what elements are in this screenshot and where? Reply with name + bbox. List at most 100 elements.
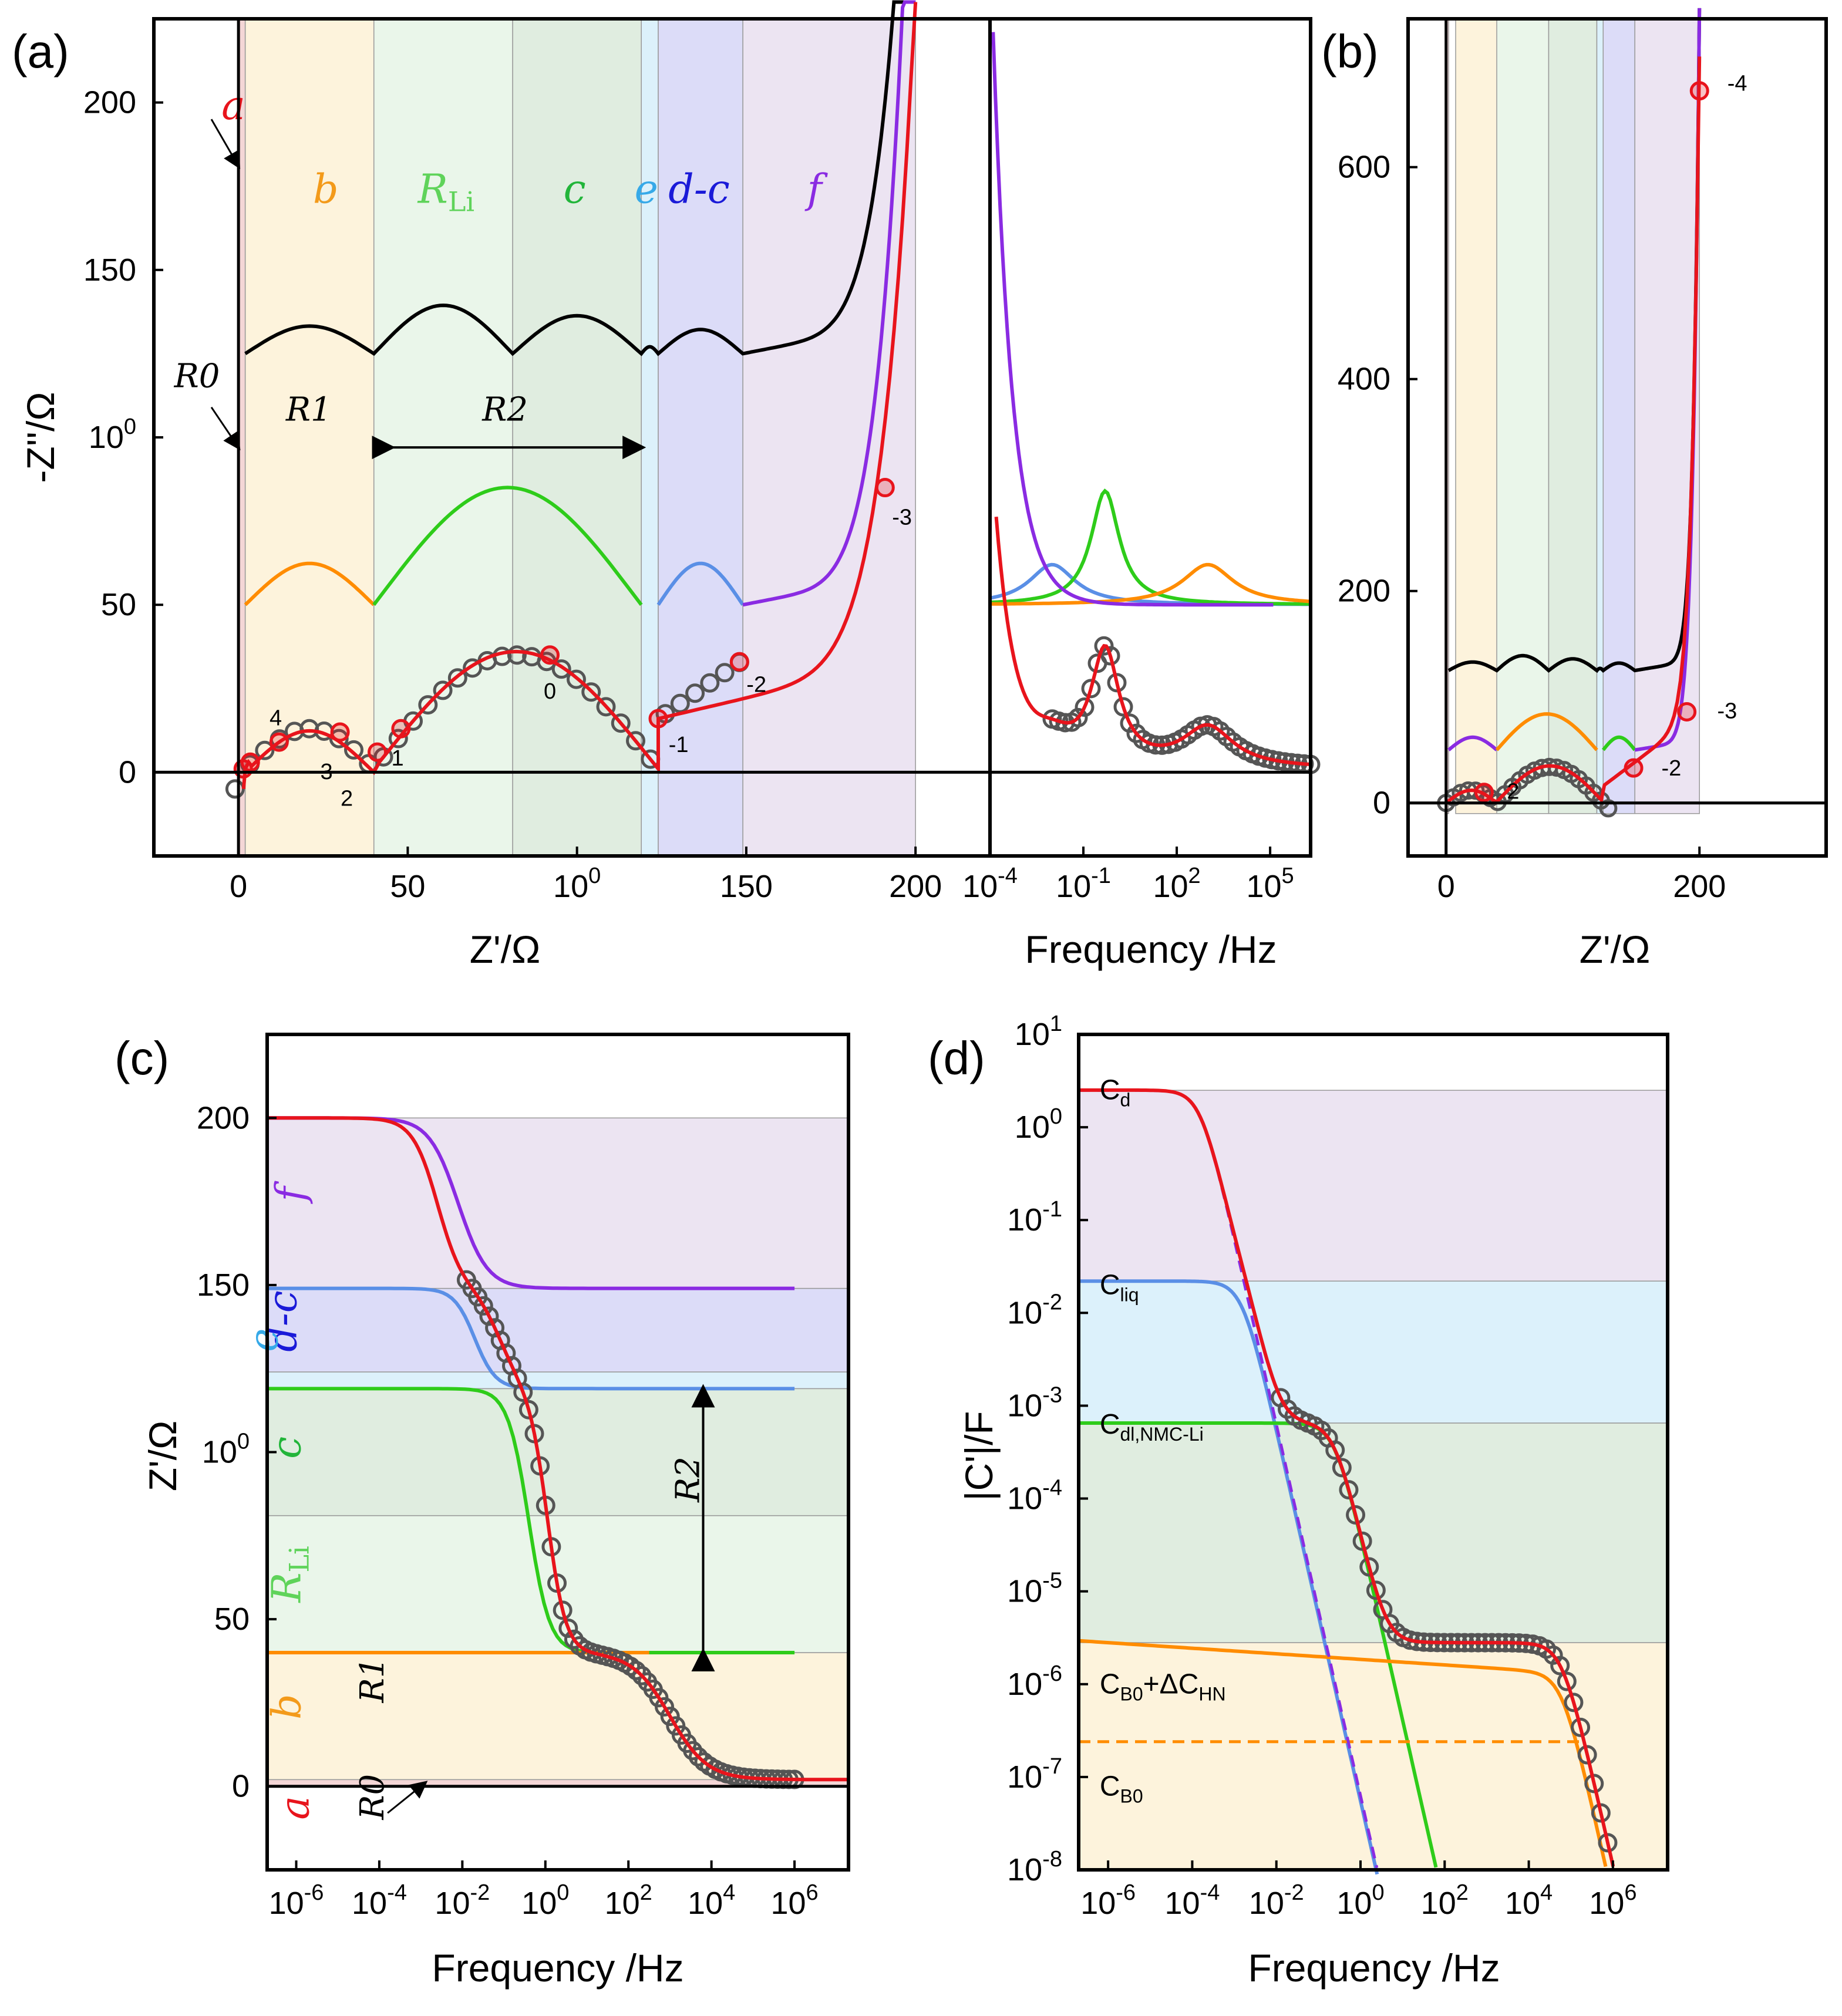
- panel-d-x-axis-label: Frequency /Hz: [1248, 1946, 1500, 1990]
- d-y-tick-label-base: 10: [1007, 1759, 1042, 1795]
- d-y-tick-label-base: 10: [1007, 1574, 1042, 1609]
- c-region-label-rli-main: R: [264, 1572, 311, 1603]
- c-x-tick-label-exp: -4: [387, 1880, 407, 1905]
- panel-b-x-axis-label: Z'/Ω: [1580, 928, 1651, 971]
- b-region-r_li: [1496, 18, 1550, 814]
- series-green-arc: [372, 486, 643, 606]
- d-y-tick-label: 10-6: [1007, 1661, 1062, 1702]
- decade-label: -3: [892, 505, 912, 530]
- x-tick-label: 150: [720, 869, 773, 904]
- decade-marker: [875, 478, 895, 498]
- d-exp-marker: [1564, 1693, 1584, 1712]
- c-x-tick-label: 10-6: [269, 1880, 324, 1921]
- label-cb0-dchn: CB0+ΔCHN: [1100, 1669, 1226, 1705]
- c-region-c: [267, 1388, 849, 1516]
- c-x-tick-label-base: 10: [435, 1886, 470, 1921]
- exp-marker: [344, 740, 363, 760]
- d-fit-red: [1079, 1088, 1615, 1867]
- d-y-tick-label-exp: -1: [1042, 1197, 1062, 1222]
- y-tick-label: 100: [89, 414, 136, 455]
- decade-label: -1: [669, 733, 689, 757]
- bode-x-tick-label: 10-4: [962, 864, 1018, 904]
- label-cb0hn-mid: +ΔC: [1143, 1669, 1199, 1700]
- bode-x-tick-label: 105: [1246, 864, 1294, 904]
- decade-marker: [540, 645, 560, 665]
- decade-marker: [648, 709, 668, 729]
- d-x-tick-label-exp: -4: [1200, 1880, 1220, 1905]
- series-orange-arc: [244, 561, 375, 606]
- x-tick-label: 100: [553, 864, 601, 904]
- d-region-b: [1078, 1642, 1668, 1870]
- d-x-tick-label: 104: [1505, 1880, 1553, 1921]
- d-x-tick-label-base: 10: [1080, 1886, 1116, 1921]
- arrow-r0: [210, 406, 241, 451]
- label-cb0-main: C: [1100, 1771, 1120, 1802]
- x-tick-label-base: 10: [553, 869, 588, 904]
- bode-x-tick-label-base: 10: [962, 869, 998, 904]
- decade-marker: [368, 742, 388, 762]
- series-fit-red: [241, 2, 918, 790]
- d-y-tick-label: 10-7: [1007, 1754, 1062, 1795]
- panel-d-capacitance: Cd Cliq Cdl,NMC-Li CB0+ΔCHN CB0 10-6 10-4…: [957, 1012, 1669, 1990]
- panel-a-x-axis-label: Z'/Ω: [470, 928, 541, 971]
- c-x-tick-label: 106: [770, 1880, 818, 1921]
- exp-marker: [685, 683, 705, 703]
- b-decade-label: 2: [1507, 780, 1519, 804]
- d-x-tick-label-base: 10: [1336, 1886, 1372, 1921]
- d-y-tick-label: 10-4: [1007, 1476, 1062, 1516]
- d-y-tick-label-exp: -8: [1042, 1847, 1062, 1872]
- c-y-tick-label-base: 10: [202, 1435, 237, 1470]
- d-exp-marker: [1325, 1440, 1345, 1460]
- d-y-tick-label-base: 10: [1007, 1388, 1042, 1423]
- d-y-tick-label: 10-1: [1007, 1197, 1062, 1238]
- d-y-tick-label: 10-2: [1007, 1290, 1062, 1330]
- bode-exp-marker: [1126, 723, 1146, 743]
- b-x-tick-label: 200: [1673, 869, 1726, 904]
- c-x-tick-label-exp: 0: [557, 1880, 569, 1905]
- d-y-tick-label-exp: 1: [1050, 1012, 1062, 1036]
- exp-marker: [611, 713, 631, 733]
- x-tick-label: 0: [230, 869, 247, 904]
- d-exp-marker: [1366, 1580, 1386, 1600]
- bode-exp-marker: [1120, 713, 1140, 733]
- d-y-tick-label-exp: -2: [1042, 1290, 1062, 1314]
- bode-exp-marker: [1081, 679, 1101, 699]
- c-exp-marker: [473, 1296, 493, 1316]
- panel-label-a: (a): [12, 25, 69, 77]
- b-region-c: [1548, 18, 1598, 814]
- c-x-tick-label-exp: -2: [470, 1880, 490, 1905]
- c-arrow-r0: [387, 1781, 428, 1814]
- d-x-tick-label: 106: [1589, 1880, 1636, 1921]
- d-y-tick-label-base: 10: [1015, 1017, 1050, 1052]
- label-cdl: Cdl,NMC-Li: [1100, 1409, 1204, 1445]
- c-y-tick-label: 0: [232, 1769, 250, 1804]
- panel-a-bode-x-axis-label: Frequency /Hz: [1025, 928, 1277, 971]
- d-exp-marker: [1359, 1557, 1379, 1577]
- decade-marker: [269, 732, 289, 752]
- bode-violet: [991, 32, 1274, 607]
- decade-label: 1: [392, 746, 404, 771]
- b-green-arc: [1601, 735, 1636, 751]
- y-tick-label: 150: [83, 252, 136, 288]
- c-y-tick-label-exp: 0: [237, 1430, 250, 1454]
- panel-label-d: (d): [928, 1032, 985, 1084]
- bode-exp-marker: [1100, 646, 1120, 666]
- exp-marker: [581, 682, 601, 702]
- bode-x-tick-label-exp: -1: [1091, 864, 1111, 888]
- resistance-label-r2: R2: [481, 390, 528, 429]
- label-cd-main: C: [1100, 1075, 1120, 1106]
- d-exp-marker: [1577, 1745, 1597, 1765]
- region-label-dc: d-c: [668, 167, 730, 213]
- x-tick-label: 200: [889, 869, 942, 904]
- d-exp-marker: [1571, 1717, 1591, 1737]
- y-tick-label-base: 10: [89, 420, 124, 455]
- exp-marker: [388, 729, 408, 749]
- d-y-tick-label-exp: -7: [1042, 1754, 1062, 1779]
- region-label-c: c: [564, 167, 586, 213]
- bode-fit-red: [994, 516, 1311, 767]
- c-region-label-a: a: [272, 1796, 319, 1820]
- c-x-tick-label: 100: [521, 1880, 569, 1921]
- d-y-tick-label-exp: -4: [1042, 1476, 1062, 1501]
- c-x-tick-label-base: 10: [352, 1886, 387, 1921]
- b-decade-label: -4: [1727, 72, 1747, 96]
